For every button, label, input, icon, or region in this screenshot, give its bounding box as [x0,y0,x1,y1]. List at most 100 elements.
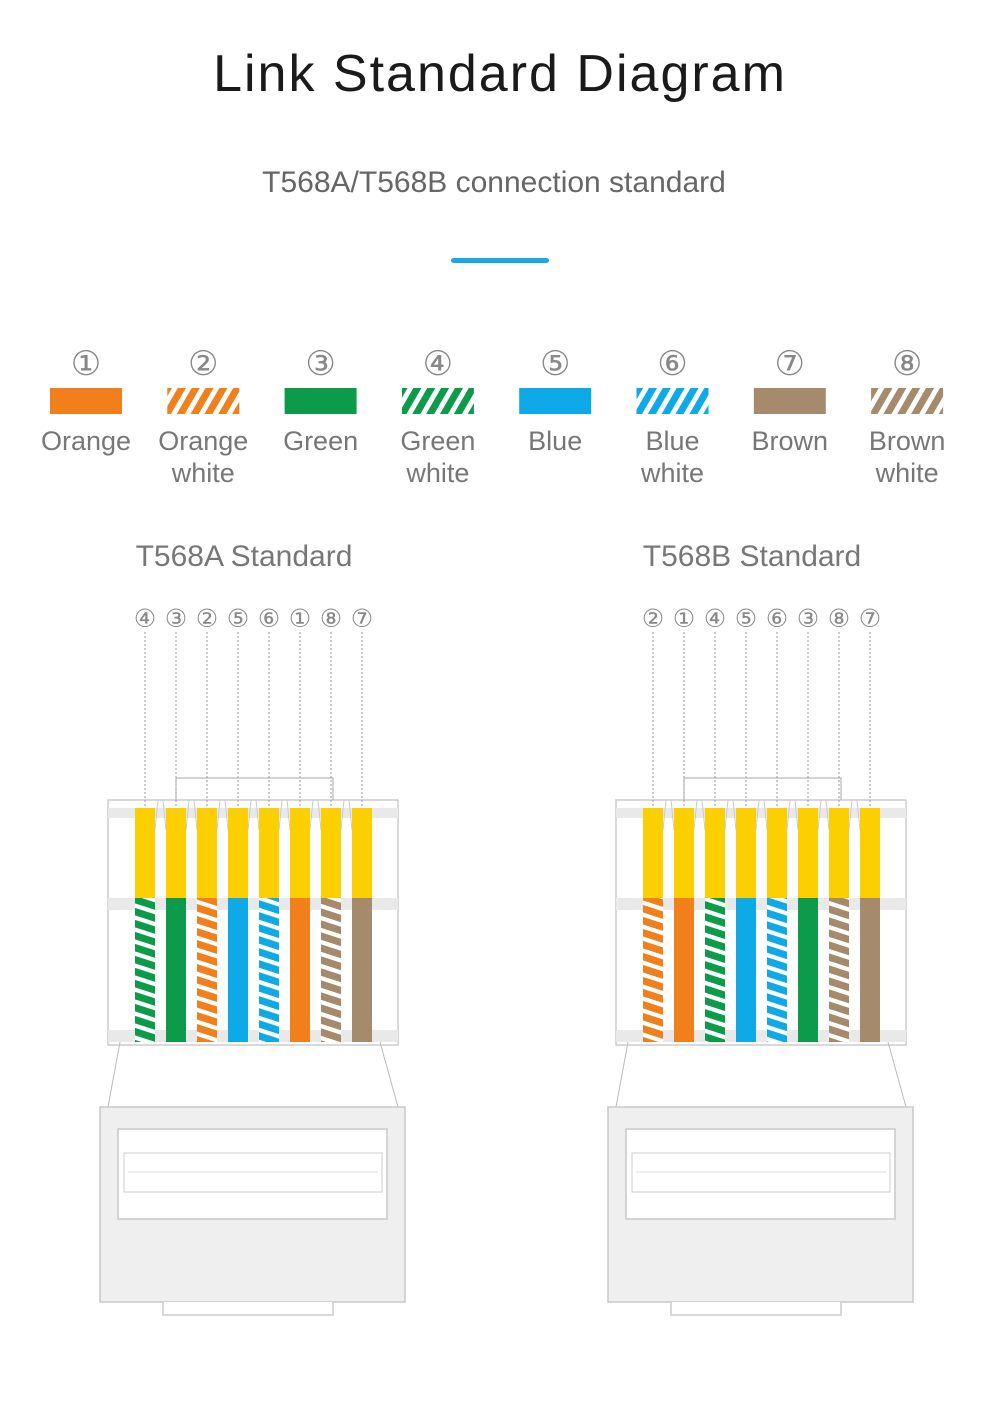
solid-swatch [519,388,592,414]
legend-number: ⑤ [540,345,570,383]
legend-label: Green [283,426,358,456]
wire-1: ① [673,605,695,1042]
wire-8: ⑧ [828,605,850,1042]
pin-label: ② [196,605,218,633]
legend-number: ① [71,345,101,383]
frame-band [616,808,906,818]
solid-wire [860,898,880,1042]
striped-swatch [401,388,474,414]
pin-divider [693,799,706,831]
solid-wire [228,898,248,1042]
legend-item-blue: ⑤ Blue [519,345,592,456]
striped-wire [259,898,279,1042]
legend-label: Orange [41,426,131,456]
connector-frame [615,799,907,1046]
pin-label: ④ [134,605,156,633]
contact-pin [197,808,217,898]
solid-swatch [50,388,122,414]
striped-swatch [167,388,240,414]
pin-label: ① [673,605,695,633]
standard-title: T568A Standard [136,540,353,573]
contact-pin [705,808,725,898]
pair-bracket [175,777,334,800]
taper-line [379,1041,399,1108]
wire-7: ⑦ [351,605,373,1042]
pin-label: ④ [704,605,726,633]
legend-item-brown: ⑦ Brown [752,345,829,456]
pin-divider [848,799,861,831]
pin-label: ⑤ [735,605,757,633]
wire-4: ④ [134,605,156,1042]
legend-number: ③ [305,345,335,383]
solid-wire [352,898,372,1042]
legend-number: ② [188,345,218,383]
pin-divider [662,799,675,831]
wire-2: ② [642,605,664,1042]
solid-wire [166,898,186,1042]
contact-pin [166,808,186,898]
solid-wire [798,898,818,1042]
contact-pin [860,808,880,898]
pin-label: ⑥ [766,605,788,633]
wire-4: ④ [704,605,726,1042]
contact-pin [767,808,787,898]
legend-item-blue-white: ⑥ Blue white [636,345,709,488]
striped-wire [321,898,341,1042]
pin-label: ⑧ [828,605,850,633]
pin-divider [247,799,260,831]
pin-divider [724,799,737,831]
pin-divider [185,799,198,831]
solid-swatch [284,388,357,414]
pin-label: ⑥ [258,605,280,633]
legend-item-brown-white: ⑧ Brown white [869,345,946,488]
wire-2: ② [196,605,218,1042]
solid-wire [674,898,694,1042]
legend-label: Blue white [640,426,704,488]
striped-wire [643,898,663,1042]
pin-label: ③ [797,605,819,633]
legend-label: Orange white [158,426,248,488]
legend-label: Green white [400,426,475,488]
wire-6: ⑥ [766,605,788,1042]
wire-1: ① [289,605,311,1042]
contact-pin [643,808,663,898]
frame-band [108,808,398,818]
solid-wire [290,898,310,1042]
pin-label: ① [289,605,311,633]
striped-wire [135,898,155,1042]
legend-number: ⑦ [775,345,805,383]
striped-wire [829,898,849,1042]
pin-divider [216,799,229,831]
pin-divider [340,799,353,831]
wire-5: ⑤ [227,605,249,1042]
pin-label: ③ [165,605,187,633]
pin-label: ⑤ [227,605,249,633]
plug-foot [162,1302,334,1316]
wire-3: ③ [165,605,187,1042]
striped-wire [197,898,217,1042]
pin-label: ② [642,605,664,633]
pin-divider [278,799,291,831]
legend-item-orange: ① Orange [41,345,131,456]
legend-number: ⑥ [657,345,687,383]
striped-swatch [871,388,944,414]
taper-line [887,1041,907,1108]
contact-pin [352,808,372,898]
pin-divider [817,799,830,831]
legend-number: ④ [423,345,453,383]
contact-pin [135,808,155,898]
page-title: Link Standard Diagram [213,45,787,103]
page-subtitle: T568A/T568B connection standard [262,166,726,199]
accent-divider [451,258,549,263]
standard-title: T568B Standard [643,540,861,573]
legend-label: Blue [528,426,582,456]
contact-pin [829,808,849,898]
striped-wire [705,898,725,1042]
legend-item-orange-white: ② Orange white [158,345,248,488]
pin-label: ⑧ [320,605,342,633]
connector-frame [107,799,399,1046]
contact-pin [798,808,818,898]
wire-5: ⑤ [735,605,757,1042]
connector-t568b-standard: T568B Standard ② ① ④ ⑤ ⑥ ③ ⑧ ⑦ [607,540,914,1316]
